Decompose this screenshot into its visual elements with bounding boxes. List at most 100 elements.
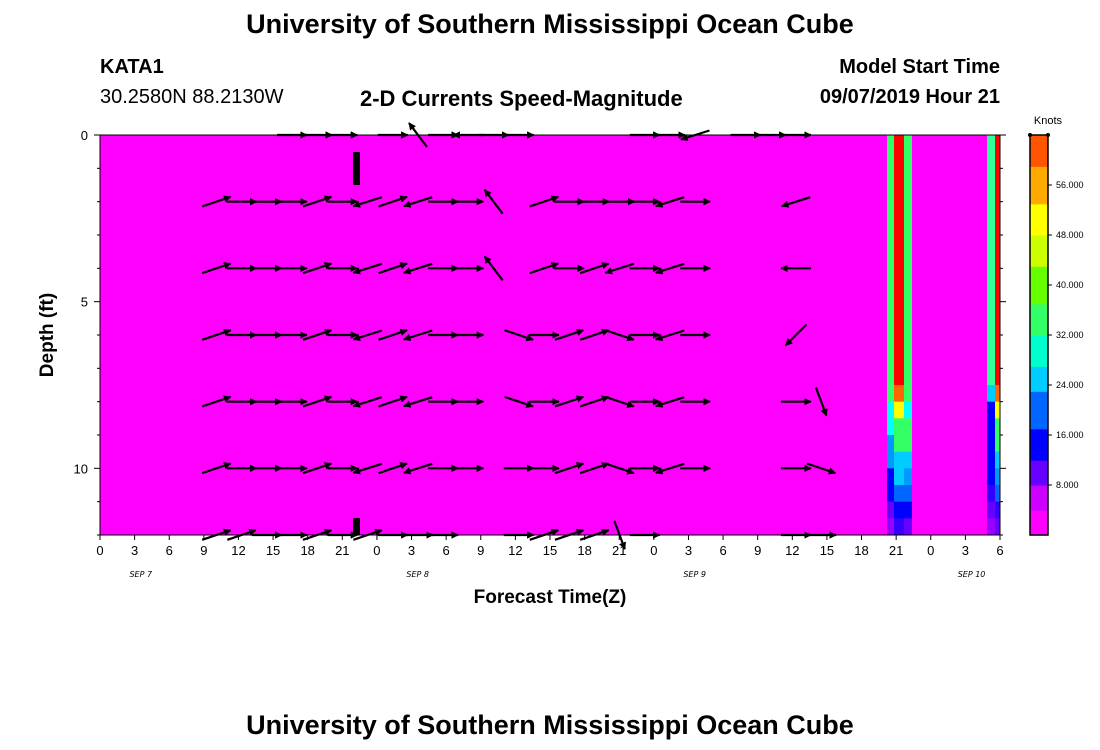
speed-cell	[995, 518, 1000, 536]
speed-cell	[887, 201, 894, 219]
speed-cell	[987, 318, 995, 336]
speed-cell	[887, 335, 894, 353]
current-vector	[378, 395, 408, 408]
colorbar-tick-label: 24.000	[1056, 380, 1084, 390]
colorbar-unit: Knots	[1034, 115, 1063, 127]
current-vector	[655, 462, 685, 475]
colorbar-segment	[1030, 391, 1048, 399]
speed-cell	[987, 135, 995, 186]
colorbar-corner	[1046, 133, 1050, 137]
colorbar-segment	[1030, 241, 1048, 249]
current-vector	[604, 262, 635, 275]
speed-cell	[887, 235, 894, 253]
speed-cell	[904, 418, 912, 436]
colorbar-segment	[1030, 153, 1048, 161]
x-tick-label: 0	[373, 543, 380, 558]
colorbar-segment	[1030, 510, 1048, 517]
speed-cell	[904, 135, 912, 186]
x-tick-label: 15	[266, 543, 280, 558]
colorbar-segment	[1030, 453, 1048, 461]
colorbar-corner	[1028, 133, 1032, 137]
colorbar-tick-label: 56.000	[1056, 180, 1084, 190]
x-tick-label: 9	[754, 543, 761, 558]
colorbar-segment	[1030, 191, 1048, 199]
current-vector	[352, 396, 383, 408]
speed-cell	[987, 401, 995, 419]
speed-cell	[887, 285, 894, 303]
current-vector	[378, 195, 408, 208]
y-tick-label: 10	[74, 461, 88, 476]
current-vector	[579, 262, 610, 275]
station-coords: 30.2580N 88.2130W	[100, 86, 284, 108]
speed-cell	[995, 301, 1000, 319]
speed-cell	[887, 368, 894, 386]
current-vector	[655, 329, 685, 342]
current-vector	[806, 462, 837, 475]
x-tick-label: 6	[719, 543, 726, 558]
x-tick-label: 21	[889, 543, 903, 558]
current-vector	[403, 462, 433, 475]
colorbar-segment	[1030, 285, 1048, 292]
speed-cell	[995, 318, 1000, 336]
speed-cell	[887, 185, 894, 203]
colorbar-segment	[1030, 147, 1048, 155]
colorbar-segment	[1030, 172, 1048, 180]
colorbar-segment	[1030, 478, 1048, 486]
current-vector	[378, 262, 408, 275]
y-tick-label: 0	[81, 128, 88, 143]
speed-cell	[887, 518, 894, 536]
speed-cell	[904, 518, 912, 536]
colorbar-segment	[1030, 466, 1048, 474]
colorbar-segment	[1030, 266, 1048, 274]
colorbar-segment	[1030, 222, 1048, 230]
speed-cell	[904, 318, 912, 336]
x-tick-label: 3	[685, 543, 692, 558]
speed-cell	[887, 418, 894, 436]
speed-cell	[995, 385, 1000, 403]
current-vector	[579, 328, 610, 341]
colorbar-segment	[1030, 447, 1048, 455]
colorbar-segment	[1030, 278, 1048, 286]
current-vector	[302, 462, 333, 475]
colorbar-segment	[1030, 372, 1048, 380]
speed-cell	[887, 351, 894, 369]
colorbar-segment	[1030, 441, 1048, 449]
current-vector	[403, 196, 433, 208]
x-tick-label: 18	[300, 543, 314, 558]
current-vector	[655, 196, 685, 208]
model-start-time: 09/07/2019 Hour 21	[819, 86, 1000, 108]
colorbar-segment	[1030, 316, 1048, 324]
speed-cell	[894, 201, 904, 219]
speed-cell	[987, 368, 995, 386]
speed-cell	[894, 368, 904, 386]
speed-cell	[894, 351, 904, 369]
current-vector	[604, 395, 635, 408]
colorbar-segment	[1030, 341, 1048, 349]
current-vector	[352, 462, 383, 475]
speed-cell	[987, 235, 995, 253]
speed-cell	[995, 218, 1000, 236]
speed-cell	[995, 451, 1000, 469]
speed-cell	[904, 351, 912, 369]
speed-cell	[894, 468, 904, 486]
colorbar-segment	[1030, 410, 1048, 417]
speed-cell	[904, 501, 912, 519]
colorbar-segment	[1030, 141, 1048, 149]
current-vector	[529, 195, 559, 208]
current-vector	[579, 462, 610, 475]
speed-cell	[894, 501, 904, 519]
current-vector	[201, 462, 232, 475]
speed-cell	[904, 401, 912, 419]
colorbar-segment	[1030, 235, 1048, 242]
speed-cell	[904, 435, 912, 453]
x-tick-label: 6	[166, 543, 173, 558]
current-vector	[554, 395, 585, 408]
speed-cell	[894, 318, 904, 336]
speed-cell	[904, 235, 912, 253]
x-tick-label: 0	[650, 543, 657, 558]
x-tick-label: 21	[335, 543, 349, 558]
speed-cell	[987, 485, 995, 503]
current-vector	[352, 196, 383, 208]
x-tick-label: 12	[785, 543, 799, 558]
